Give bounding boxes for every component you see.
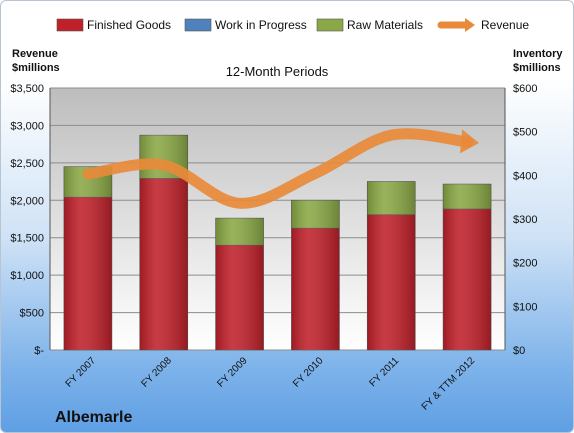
bar-raw-materials-shade — [367, 181, 416, 215]
bar-finished-goods-shade — [139, 178, 188, 350]
bar-raw-materials-shade — [215, 218, 264, 246]
legend-arrow-revenue — [465, 18, 475, 32]
legend-swatch — [184, 18, 212, 32]
revenue-line-path — [82, 128, 473, 209]
legend-label: Work in Progress — [215, 18, 307, 32]
category-labels: FY 2007 FY 2008 FY 2009 FY 2010 FY 2011 FY & … — [64, 355, 478, 413]
revenue-arrowhead — [460, 129, 480, 154]
legend-label: Revenue — [481, 18, 529, 32]
plot-title: 12-Month Periods — [226, 64, 329, 79]
bar-finished-goods-shade — [215, 245, 264, 350]
left-tick-label: $2,000 — [10, 195, 44, 207]
right-tick-label: $100 — [513, 301, 537, 313]
right-axis-title-line2: $millions — [513, 62, 561, 74]
legend-label: Raw Materials — [347, 18, 423, 32]
bar-raw-materials-shade — [443, 184, 492, 209]
left-axis-ticks: $- $500 $1,000 $1,500 $2,000 $2,500 $3,000 $3,5… — [10, 83, 44, 357]
legend: Finished Goods Work in Progress Raw Materi… — [56, 18, 529, 32]
left-tick-label: $3,500 — [10, 83, 44, 95]
bar-finished-goods-shade — [63, 197, 112, 350]
right-tick-label: $300 — [513, 214, 537, 226]
bars — [63, 134, 492, 351]
right-tick-label: $500 — [513, 127, 537, 139]
left-axis-title-line2: $millions — [12, 62, 60, 74]
left-tick-label: $500 — [20, 308, 44, 320]
revenue-line — [82, 128, 480, 209]
right-tick-label: $200 — [513, 258, 537, 270]
right-tick-label: $400 — [513, 170, 537, 182]
bar-finished-goods-shade — [291, 228, 340, 350]
legend-label: Finished Goods — [87, 18, 171, 32]
left-tick-label: $2,500 — [10, 158, 44, 170]
right-axis-title-line1: Inventory — [513, 48, 563, 60]
company-name: Albemarle — [55, 409, 132, 426]
bar-finished-goods-shade — [367, 214, 416, 350]
plot-area — [50, 88, 505, 350]
left-tick-label: $1,500 — [10, 233, 44, 245]
left-tick-label: $1,000 — [10, 270, 44, 282]
left-tick-label: $3,000 — [10, 120, 44, 132]
bar-raw-materials-shade — [291, 200, 340, 229]
category-label: FY 2011 — [368, 355, 402, 389]
category-label: FY 2010 — [291, 355, 326, 390]
right-tick-label: $600 — [513, 83, 537, 95]
bar-finished-goods-shade — [443, 208, 492, 350]
legend-swatch — [56, 18, 84, 32]
category-label: FY & TTM 2012 — [420, 355, 478, 413]
category-label: FY 2007 — [64, 355, 99, 390]
category-label: FY 2009 — [215, 355, 250, 390]
left-axis-title-line1: Revenue — [12, 48, 58, 60]
right-tick-label: $0 — [513, 345, 525, 357]
right-axis-ticks: $0 $100 $200 $300 $400 $500 $600 — [513, 83, 537, 357]
category-label: FY 2008 — [139, 355, 174, 390]
left-tick-label: $- — [34, 345, 44, 357]
legend-swatch — [316, 18, 344, 32]
